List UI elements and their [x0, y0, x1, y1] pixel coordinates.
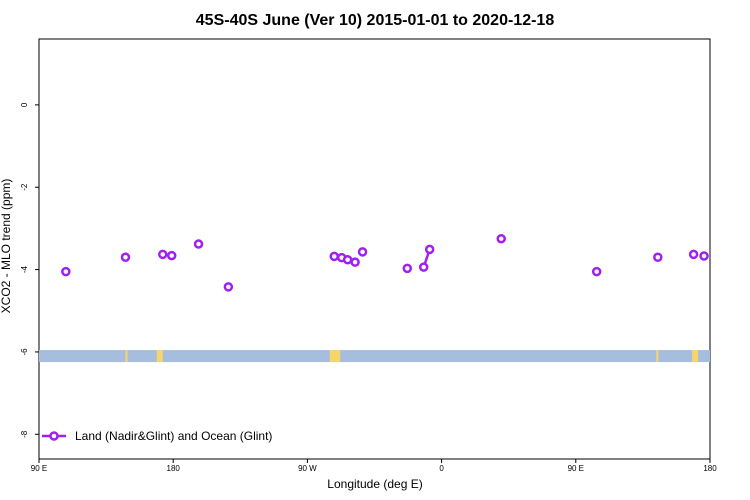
y-axis: 0 -2 -4 -6 -8	[20, 102, 39, 438]
land-segment	[692, 350, 699, 363]
x-tick-label: 90 W	[298, 464, 317, 473]
data-point	[158, 249, 168, 260]
data-point	[61, 266, 71, 277]
plot-area-frame	[38, 38, 711, 460]
data-point	[357, 247, 368, 257]
data-point	[418, 262, 429, 272]
data-point	[424, 244, 435, 255]
data-point	[688, 249, 699, 260]
y-tick-label: -8	[20, 430, 29, 438]
data-point	[699, 251, 709, 261]
y-tick-label: 0	[20, 102, 29, 107]
data-point	[402, 263, 413, 274]
data-point	[591, 266, 602, 277]
x-tick-label: 0	[439, 464, 444, 473]
data-point	[350, 257, 360, 267]
y-tick-label: -2	[20, 183, 29, 191]
legend-label: Land (Nadir&Glint) and Ocean (Glint)	[75, 429, 272, 443]
x-tick-label: 180	[703, 464, 717, 473]
data-point	[223, 282, 234, 292]
land-segment	[329, 350, 341, 363]
chart-title: 45S-40S June (Ver 10) 2015-01-01 to 2020…	[196, 12, 555, 29]
legend-marker-swatch	[49, 431, 59, 441]
land-segment	[656, 350, 659, 363]
data-point	[653, 252, 663, 262]
land-segment	[125, 350, 128, 363]
land-segment	[156, 350, 163, 363]
series-points	[61, 233, 709, 292]
data-point	[166, 250, 177, 261]
data-point	[120, 252, 131, 262]
ocean-band	[39, 350, 710, 363]
data-point	[329, 251, 339, 262]
data-point	[496, 233, 506, 244]
longitude-band	[39, 350, 710, 363]
x-tick-label: 90 E	[31, 464, 47, 473]
x-axis: 90 E 180 90 W 0 90 E 180	[31, 459, 717, 473]
data-point	[342, 254, 353, 265]
x-tick-label: 180	[167, 464, 181, 473]
legend: Land (Nadir&Glint) and Ocean (Glint)	[42, 429, 272, 443]
y-axis-label: XCO2 - MLO trend (ppm)	[0, 179, 13, 314]
x-tick-label: 90 E	[568, 464, 584, 473]
x-axis-label: Longitude (deg E)	[327, 477, 422, 491]
y-tick-label: -4	[20, 265, 29, 273]
data-point	[193, 239, 204, 249]
y-tick-label: -6	[20, 348, 29, 356]
